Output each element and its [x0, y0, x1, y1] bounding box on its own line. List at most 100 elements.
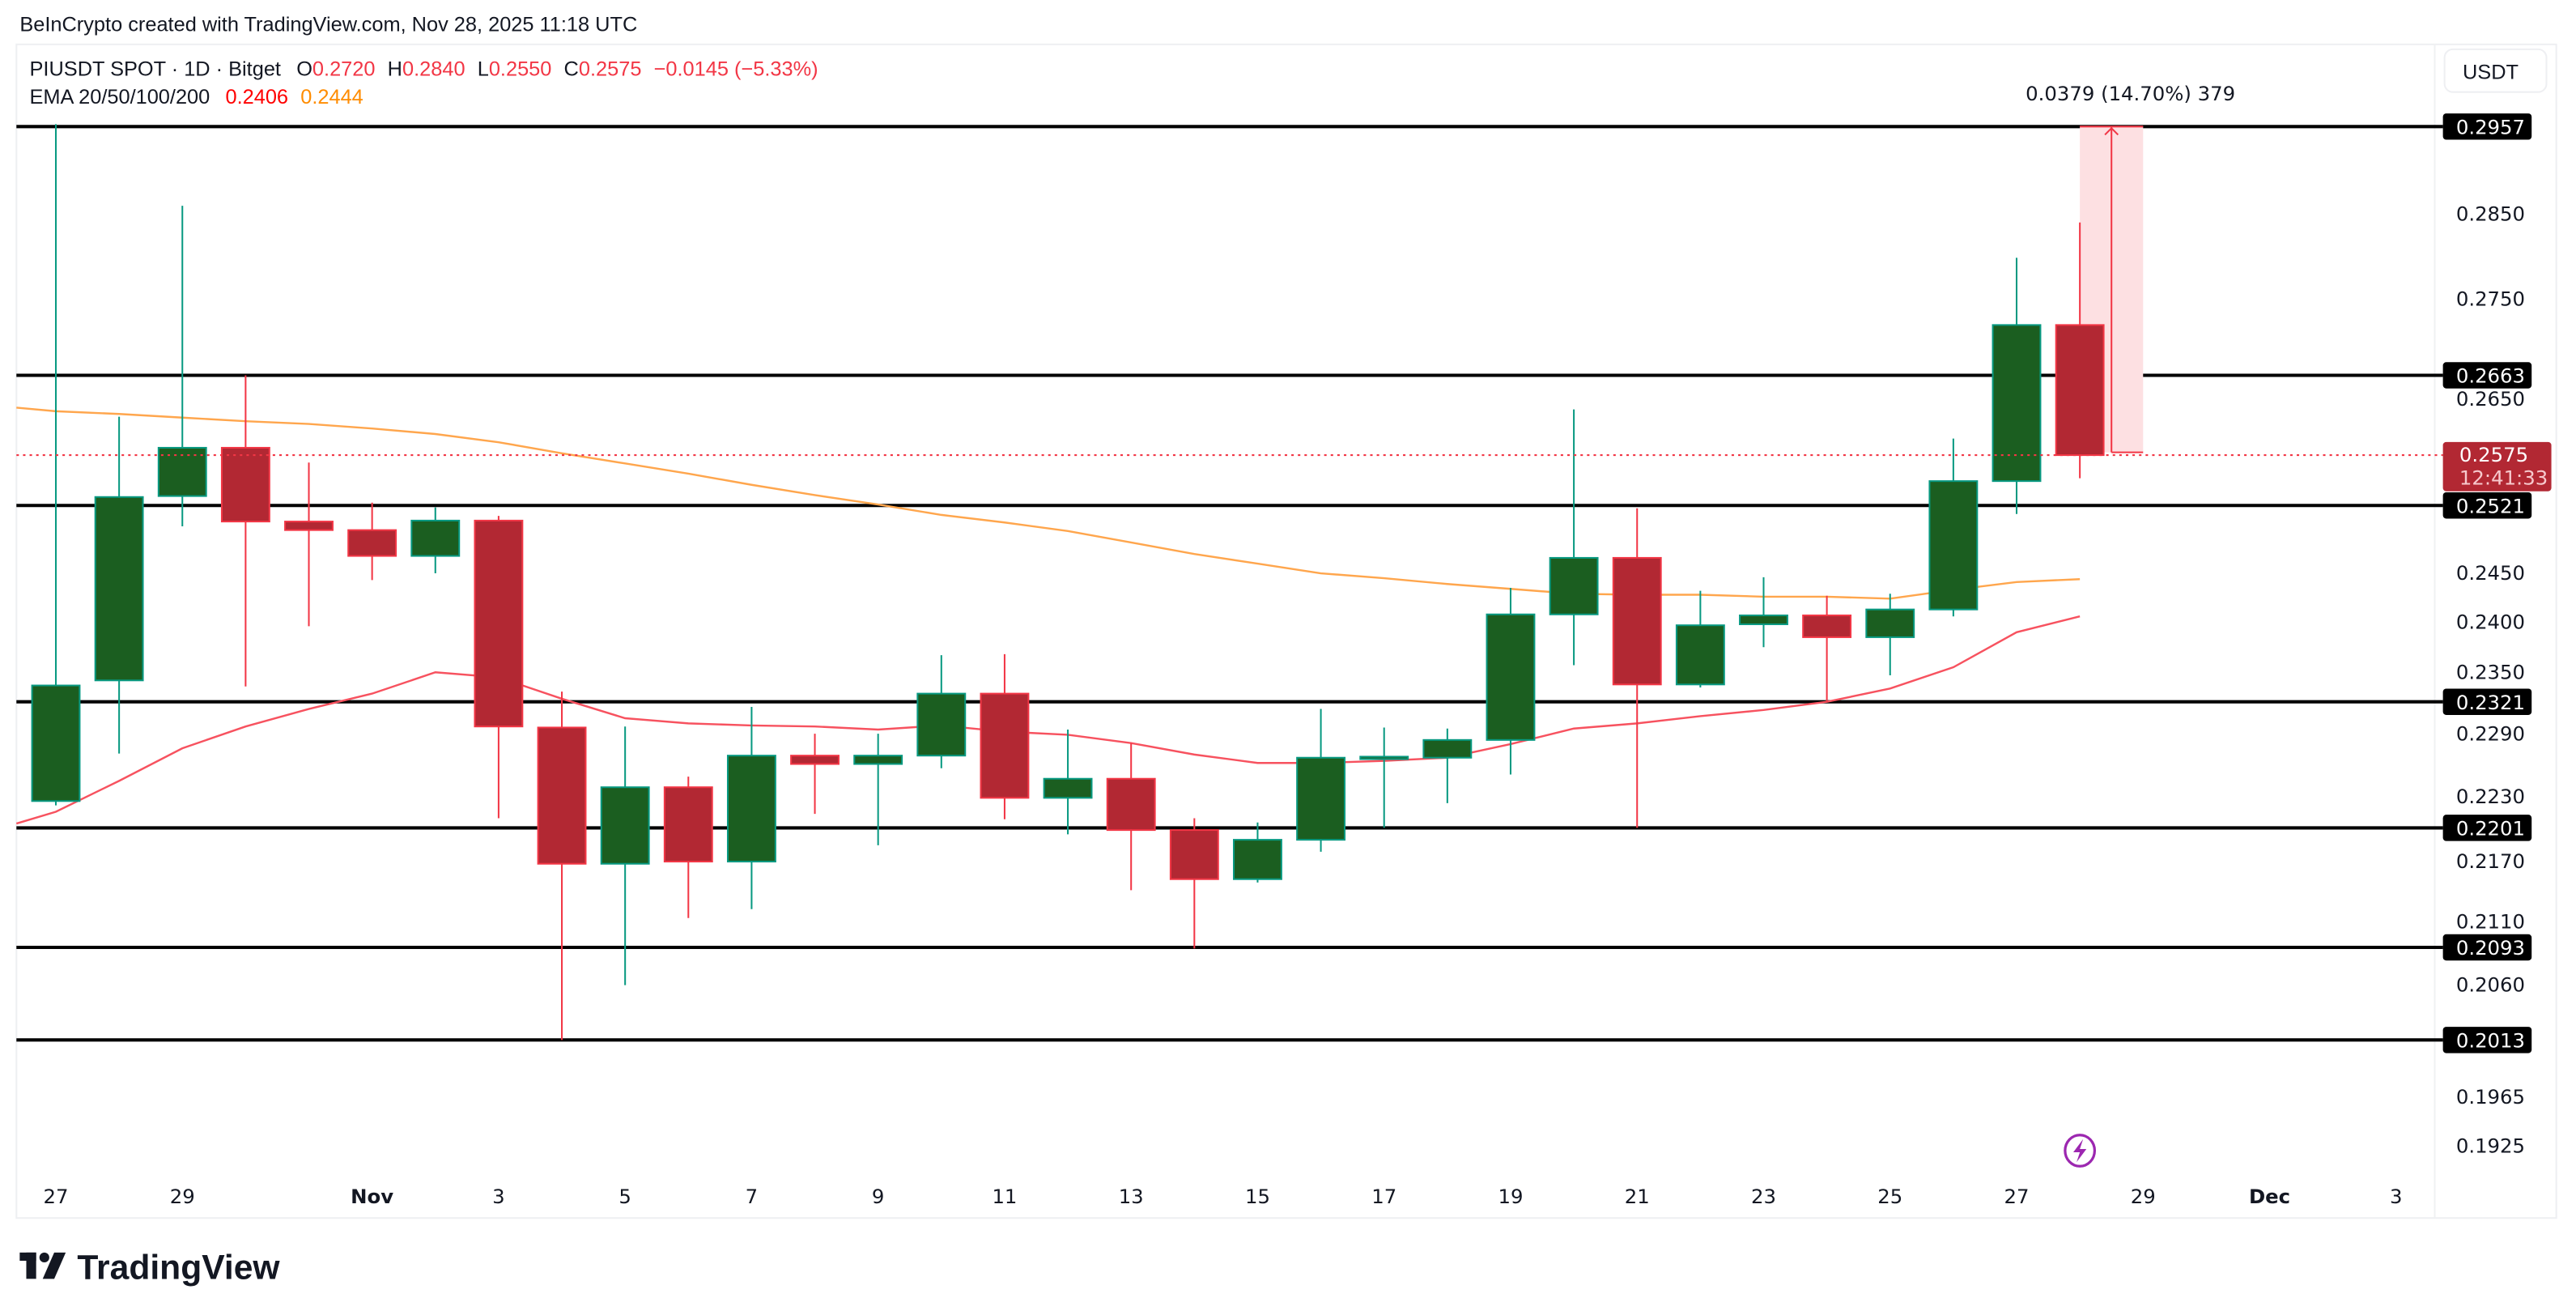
candle [726, 707, 776, 909]
x-tick-label: 17 [1371, 1185, 1396, 1208]
candle [1928, 438, 1979, 617]
level-price-tag [2442, 492, 2532, 519]
y-tick-label: 0.2850 [2456, 202, 2525, 226]
candle [663, 777, 713, 918]
candle [31, 124, 81, 806]
y-tick-label: 0.2400 [2456, 611, 2525, 634]
candle-body [2055, 324, 2105, 457]
lightning-icon[interactable] [2064, 1134, 2097, 1168]
level-price-label: 0.2521 [2456, 494, 2525, 517]
candle [94, 416, 144, 754]
candle-body [1359, 755, 1409, 760]
candle-body [220, 446, 270, 523]
candle-body [1106, 777, 1156, 832]
x-tick-label: 13 [1119, 1185, 1144, 1208]
candle [1233, 822, 1282, 883]
x-tick-label: 3 [2390, 1185, 2402, 1208]
y-tick-label: 0.2230 [2456, 785, 2525, 808]
candle-body [853, 755, 903, 765]
x-tick-label: 7 [746, 1185, 758, 1208]
close-label: C [564, 57, 579, 80]
time-axis[interactable]: 27 29 Nov 3 5 7 9 11 13 15 17 19 21 23 25 27 29 Dec 3 [44, 1185, 2403, 1208]
candle [1106, 743, 1156, 891]
x-tick-label: 15 [1245, 1185, 1270, 1208]
ema20-value: 0.2406 [225, 86, 288, 109]
chart-pane [15, 43, 2557, 1219]
level-price-tag [2442, 113, 2532, 140]
current-price-tag: 0.2575 12:41:33 [2442, 441, 2552, 492]
y-tick-label: 0.2650 [2456, 387, 2525, 411]
credit-text: BeInCrypto created with TradingView.com,… [19, 14, 637, 36]
close-value: 0.2575 [579, 57, 642, 80]
x-tick-label: 9 [872, 1185, 884, 1208]
currency-button[interactable]: USDT [2443, 48, 2548, 93]
x-tick-label: 27 [44, 1185, 69, 1208]
low-label: L [478, 57, 489, 80]
x-tick-label: 25 [1877, 1185, 1902, 1208]
candle [600, 726, 650, 985]
ema-label[interactable]: EMA 20/50/100/200 [30, 86, 210, 109]
level-price-tag [2442, 815, 2532, 841]
candle [1675, 590, 1725, 688]
candle [1422, 728, 1473, 803]
y-tick-label: 0.2350 [2456, 660, 2525, 683]
candle-body [1928, 480, 1979, 611]
candle [537, 692, 587, 1041]
candle-body [1612, 556, 1662, 686]
ema20-line [15, 615, 2081, 825]
logo-text: TradingView [77, 1248, 280, 1287]
level-price-label: 0.2957 [2456, 115, 2525, 138]
candle [1612, 508, 1662, 828]
y-tick-label: 0.2110 [2456, 910, 2525, 934]
x-tick-label: 3 [492, 1185, 504, 1208]
candle-body [537, 726, 587, 865]
ema50-value: 0.2444 [300, 86, 363, 109]
y-tick-label: 0.1965 [2456, 1085, 2525, 1109]
x-tick-label: Nov [351, 1185, 393, 1208]
candle [1802, 595, 1852, 702]
candle-body [1296, 756, 1346, 841]
candle-body [284, 521, 334, 531]
y-tick-label: 0.1925 [2456, 1134, 2525, 1158]
candle [410, 507, 461, 574]
candle [157, 206, 207, 526]
level-price-label: 0.2201 [2456, 817, 2525, 840]
candle-body [1422, 738, 1473, 759]
x-tick-label: 19 [1498, 1185, 1523, 1208]
price-axis[interactable]: 0.2850 0.2750 0.2650 0.2450 0.2400 0.2350 0.22… [2442, 113, 2532, 1158]
x-tick-label: 21 [1625, 1185, 1650, 1208]
level-price-label: 0.2013 [2456, 1028, 2525, 1052]
candle [790, 734, 840, 815]
candle [2055, 222, 2105, 479]
ema-lines [15, 406, 2081, 825]
candle-body [347, 529, 397, 557]
candle [1043, 730, 1093, 835]
candle-body [1675, 624, 1725, 686]
level-price-tag [2442, 688, 2532, 715]
level-price-tag [2442, 362, 2532, 389]
x-tick-label: Dec [2249, 1185, 2290, 1208]
candle-body [1802, 614, 1852, 638]
candle-body [1486, 613, 1536, 741]
candle [220, 375, 270, 687]
candle [853, 734, 903, 845]
symbol-label[interactable]: PIUSDT SPOT · 1D · Bitget [30, 57, 281, 80]
level-price-tag [2442, 934, 2532, 961]
countdown-timer: 12:41:33 [2459, 466, 2548, 490]
level-price-label: 0.2663 [2456, 364, 2525, 388]
x-tick-label: 27 [2004, 1185, 2030, 1208]
measure-arrowhead [2104, 126, 2119, 136]
high-label: H [388, 57, 402, 80]
candle [1359, 727, 1409, 828]
level-price-label: 0.2093 [2456, 936, 2525, 960]
candle-body [410, 519, 461, 557]
candle [347, 502, 397, 581]
candle-body [663, 786, 713, 863]
tradingview-logo: TradingView [19, 1248, 280, 1287]
candle [980, 653, 1030, 819]
ema50-line [16, 406, 2081, 600]
y-tick-label: 0.2290 [2456, 721, 2525, 745]
x-tick-label: 11 [992, 1185, 1017, 1208]
candle [474, 516, 524, 819]
